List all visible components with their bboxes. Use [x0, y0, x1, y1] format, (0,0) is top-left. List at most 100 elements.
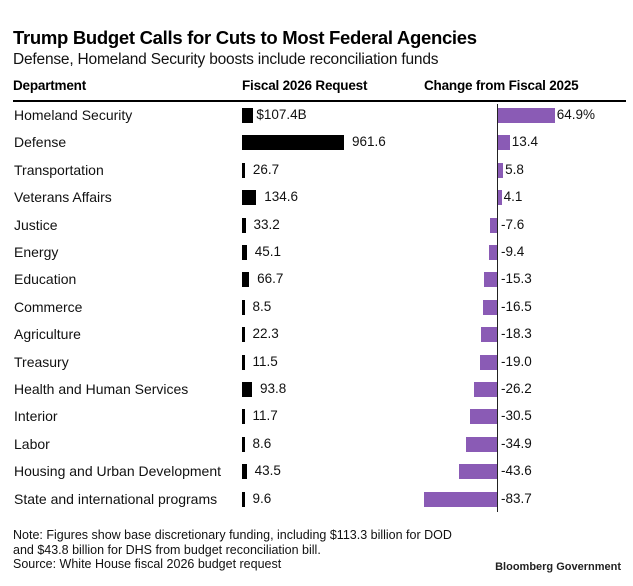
change-value-label: -30.5 — [501, 408, 532, 424]
chart-subtitle: Defense, Homeland Security boosts includ… — [13, 51, 439, 68]
department-label: Health and Human Services — [14, 381, 189, 397]
change-bar — [458, 464, 497, 480]
request-value-label: 134.6 — [264, 189, 299, 205]
column-header-department: Department — [13, 78, 87, 93]
request-bar — [242, 327, 245, 343]
change-bar — [470, 409, 497, 425]
department-label: Agriculture — [14, 326, 81, 343]
table-row: Agriculture 22.3 -18.3 — [0, 325, 633, 352]
change-value-label: 13.4 — [511, 134, 538, 150]
change-bar — [474, 382, 497, 397]
table-row: Treasury 11.5 -19.0 — [0, 353, 633, 380]
change-bar — [498, 135, 510, 151]
department-label: Defense — [14, 134, 67, 151]
request-value-label: 66.7 — [257, 271, 284, 287]
department-label: Veterans Affairs — [14, 189, 112, 206]
request-value-label: 93.8 — [259, 381, 287, 396]
change-value-label: -19.0 — [501, 353, 532, 369]
request-value-label: 8.6 — [252, 435, 272, 451]
column-header-change-from-fiscal-2025: Change from Fiscal 2025 — [424, 78, 579, 93]
change-value-label: -7.6 — [501, 216, 525, 232]
request-bar — [242, 108, 254, 123]
change-value-label: -43.6 — [501, 463, 532, 479]
request-bar — [242, 491, 245, 507]
note-line-2: and $43.8 billion for DHS from budget re… — [13, 542, 321, 557]
header-rule — [13, 100, 626, 102]
table-row: State and international programs 9.6 -83.7 — [0, 490, 633, 517]
change-bar — [488, 245, 497, 260]
change-value-label: 5.8 — [505, 161, 524, 177]
request-value-label: 45.1 — [254, 244, 282, 259]
note-line-1: Note: Figures show base discretionary fu… — [13, 528, 452, 542]
request-bar — [242, 190, 257, 206]
department-label: Homeland Security — [14, 107, 133, 123]
request-value-label: 11.7 — [252, 408, 278, 424]
request-bar — [242, 464, 247, 480]
request-value-label: 26.7 — [252, 161, 280, 177]
table-row: Health and Human Services 93.8 -26.2 — [0, 380, 633, 407]
change-value-label: -34.9 — [501, 435, 532, 451]
request-bar — [242, 382, 252, 397]
source-line: Source: White House fiscal 2026 budget r… — [13, 557, 282, 571]
change-bar — [498, 108, 555, 123]
change-zero-axis — [497, 104, 498, 512]
request-bar — [242, 436, 245, 452]
table-row: Veterans Affairs 134.6 4.1 — [0, 188, 633, 215]
change-value-label: -18.3 — [501, 326, 532, 342]
request-value-label: 33.2 — [253, 216, 280, 232]
request-bar — [242, 217, 246, 233]
table-row: Labor 8.6 -34.9 — [0, 435, 633, 462]
table-row: Defense 961.6 13.4 — [0, 133, 633, 160]
table-row: Interior 11.7 -30.5 — [0, 407, 633, 434]
change-bar — [480, 327, 497, 343]
change-value-label: 64.9% — [556, 107, 596, 122]
change-value-label: -26.2 — [501, 381, 532, 396]
chart-title: Trump Budget Calls for Cuts to Most Fede… — [13, 27, 477, 48]
change-bar — [490, 217, 497, 233]
change-value-label: -15.3 — [501, 271, 532, 287]
request-value-label: 961.6 — [352, 134, 386, 150]
column-header-fiscal-2026-request: Fiscal 2026 Request — [242, 78, 368, 93]
table-row: Justice 33.2 -7.6 — [0, 216, 633, 243]
department-label: Treasury — [14, 353, 69, 370]
request-value-label: 8.5 — [252, 298, 272, 314]
table-row: Housing and Urban Development 43.5 -43.6 — [0, 462, 633, 489]
change-value-label: 4.1 — [503, 189, 523, 205]
change-value-label: -83.7 — [501, 490, 532, 506]
department-label: Commerce — [14, 298, 83, 315]
department-label: State and international programs — [14, 490, 218, 507]
department-label: Interior — [14, 408, 58, 425]
department-label: Education — [14, 271, 77, 288]
change-bar — [423, 491, 497, 507]
request-bar — [242, 272, 250, 288]
request-bar — [242, 409, 245, 425]
table-row: Homeland Security $107.4B 64.9% — [0, 106, 633, 133]
request-value-label: $107.4B — [256, 107, 307, 122]
change-value-label: -16.5 — [501, 298, 532, 314]
change-bar — [498, 162, 504, 178]
request-bar — [242, 135, 344, 151]
footnote: Note: Figures show base discretionary fu… — [13, 528, 452, 572]
request-bar — [242, 245, 247, 260]
department-label: Energy — [14, 244, 59, 260]
table-row: Energy 45.1 -9.4 — [0, 243, 633, 270]
change-bar — [480, 354, 497, 370]
request-bar — [242, 299, 245, 315]
change-bar — [498, 190, 502, 206]
table-row: Education 66.7 -15.3 — [0, 270, 633, 297]
request-bar — [242, 162, 245, 178]
change-bar — [466, 436, 497, 452]
department-label: Housing and Urban Development — [14, 463, 222, 480]
department-label: Transportation — [14, 161, 104, 178]
request-value-label: 22.3 — [252, 326, 279, 342]
request-value-label: 9.6 — [252, 490, 272, 506]
table-row: Transportation 26.7 5.8 — [0, 161, 633, 188]
request-value-label: 11.5 — [252, 353, 278, 369]
request-value-label: 43.5 — [254, 463, 281, 479]
brand-logo: Bloomberg Government — [495, 561, 621, 573]
department-label: Labor — [14, 435, 50, 452]
request-bar — [242, 354, 245, 370]
change-value-label: -9.4 — [501, 244, 525, 259]
change-bar — [482, 299, 497, 315]
table-row: Commerce 8.5 -16.5 — [0, 298, 633, 325]
